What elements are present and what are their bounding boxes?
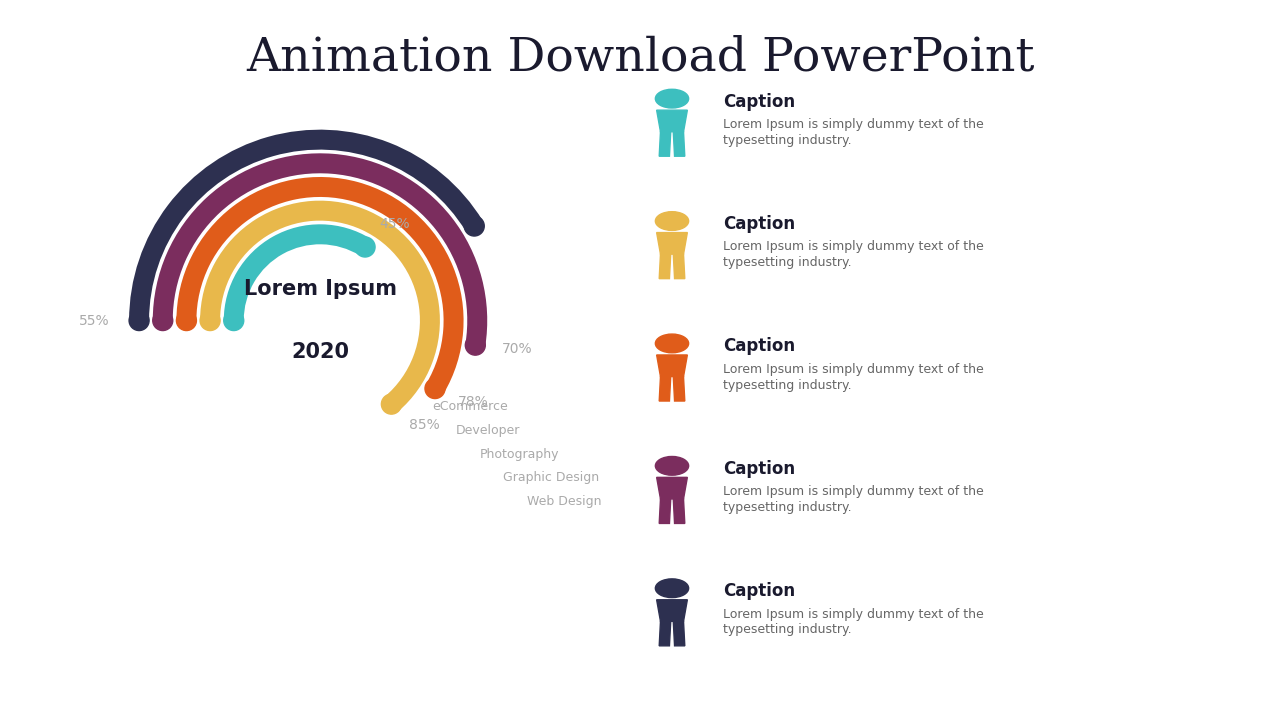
Wedge shape [129,130,483,320]
Text: typesetting industry.: typesetting industry. [723,624,851,636]
Text: 2020: 2020 [291,342,349,362]
Text: typesetting industry.: typesetting industry. [723,134,851,147]
Circle shape [200,310,220,330]
Wedge shape [200,201,440,412]
Text: 70%: 70% [502,342,532,356]
Text: Caption: Caption [723,337,795,355]
Text: Photography: Photography [479,448,559,461]
Text: eCommerce: eCommerce [433,400,508,413]
Circle shape [381,394,402,414]
Text: Graphic Design: Graphic Design [503,472,599,485]
Circle shape [355,237,375,257]
Text: Developer: Developer [456,424,520,437]
Circle shape [465,216,484,236]
Circle shape [466,336,485,355]
Circle shape [425,379,445,399]
Text: Caption: Caption [723,215,795,233]
Circle shape [177,310,196,330]
Text: Lorem Ipsum is simply dummy text of the: Lorem Ipsum is simply dummy text of the [723,485,984,498]
Text: Caption: Caption [723,459,795,478]
Text: 55%: 55% [79,313,110,328]
Wedge shape [224,225,370,320]
Circle shape [224,310,243,330]
Text: typesetting industry.: typesetting industry. [723,501,851,514]
Text: typesetting industry.: typesetting industry. [723,379,851,392]
Wedge shape [177,177,463,394]
Text: 85%: 85% [408,418,439,431]
Text: 45%: 45% [379,217,410,231]
Circle shape [152,310,173,330]
Text: Web Design: Web Design [526,495,602,508]
Wedge shape [152,153,488,347]
Text: Animation Download PowerPoint: Animation Download PowerPoint [246,35,1034,81]
Text: 78%: 78% [458,395,489,409]
Text: Lorem Ipsum is simply dummy text of the: Lorem Ipsum is simply dummy text of the [723,118,984,131]
Text: Caption: Caption [723,582,795,600]
Text: Lorem Ipsum is simply dummy text of the: Lorem Ipsum is simply dummy text of the [723,608,984,621]
Text: Caption: Caption [723,92,795,110]
Text: typesetting industry.: typesetting industry. [723,256,851,269]
Text: Lorem Ipsum is simply dummy text of the: Lorem Ipsum is simply dummy text of the [723,363,984,376]
Text: Lorem Ipsum is simply dummy text of the: Lorem Ipsum is simply dummy text of the [723,240,984,253]
Text: Lorem Ipsum: Lorem Ipsum [243,279,397,299]
Circle shape [129,310,148,330]
